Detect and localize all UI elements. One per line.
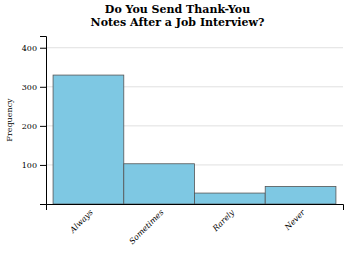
bar <box>195 193 266 204</box>
chart: Do You Send Thank-YouNotes After a Job I… <box>0 0 355 254</box>
grid-line <box>46 47 343 48</box>
y-tick-label: 100 <box>22 161 37 170</box>
bar <box>53 75 124 204</box>
x-tick: Rarely <box>210 208 236 234</box>
y-tick-mark <box>40 165 46 166</box>
title: Do You Send Thank-YouNotes After a Job I… <box>91 3 265 29</box>
y-tick-label: 400 <box>22 44 37 53</box>
y-axis-line <box>40 37 47 205</box>
bar <box>265 186 336 204</box>
y-tick: 300 <box>22 83 46 92</box>
bar <box>124 164 195 204</box>
x-tick: Sometimes <box>127 208 165 246</box>
y-tick: 200 <box>22 122 46 131</box>
y-tick-label: 300 <box>22 83 37 92</box>
x-tick-label: Always <box>68 208 95 235</box>
x-tick: Always <box>68 208 95 235</box>
y-tick: 400 <box>22 44 46 53</box>
y-tick: 100 <box>22 161 46 170</box>
plot: 100 200 300 400 Always Sometimes Rarely Never <box>22 37 344 247</box>
y-tick-mark <box>40 126 46 127</box>
bars <box>53 75 336 204</box>
y-axis: 100 200 300 400 <box>22 37 47 205</box>
x-tick-label: Rarely <box>210 208 236 234</box>
y-tick-mark <box>40 87 46 88</box>
x-tick: Never <box>282 207 307 232</box>
y-tick-label: 200 <box>22 122 37 131</box>
x-axis: Always Sometimes Rarely Never <box>47 205 344 247</box>
x-tick-label: Sometimes <box>127 208 165 246</box>
x-tick-label: Never <box>282 207 307 232</box>
y-label: Frequency <box>5 98 14 142</box>
y-tick-mark <box>40 48 46 49</box>
